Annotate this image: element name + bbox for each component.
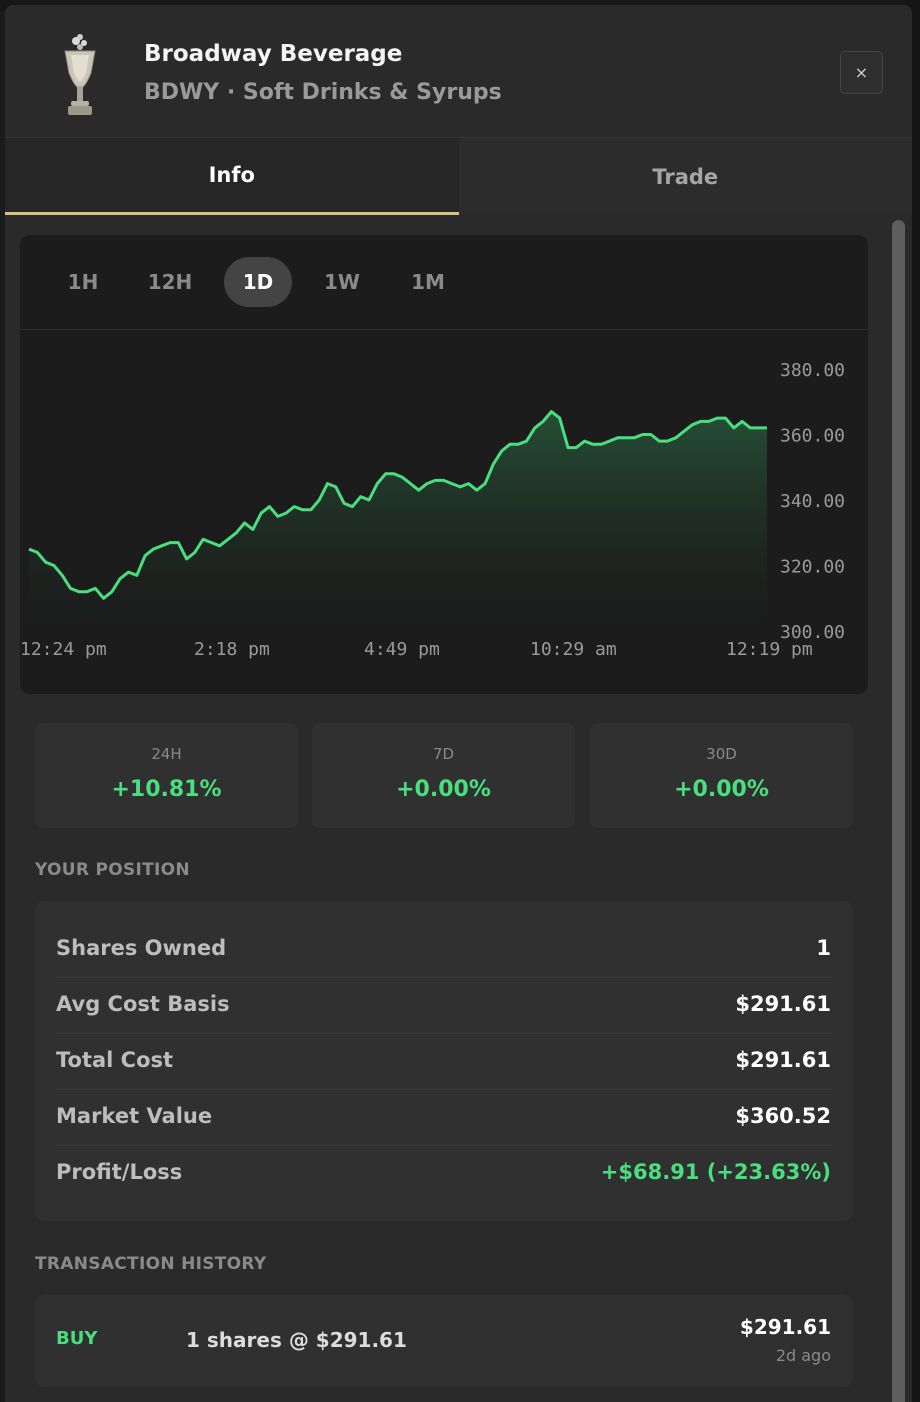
price-line: [28, 410, 767, 600]
range-1w-button[interactable]: 1W: [324, 270, 360, 294]
row-label: Market Value: [56, 1104, 213, 1128]
transaction-item: BUY 1 shares @ $291.61 $291.61 2d ago: [35, 1295, 853, 1387]
transactions-section-title: TRANSACTION HISTORY: [35, 1254, 267, 1274]
tab-trade[interactable]: Trade: [458, 138, 912, 215]
transaction-time: 2d ago: [775, 1346, 831, 1365]
row-value: $360.52: [735, 1104, 831, 1128]
position-card: Shares Owned 1 Avg Cost Basis $291.61 To…: [35, 901, 853, 1221]
position-row-profit-loss: Profit/Loss +$68.91 (+23.63%): [56, 1146, 831, 1202]
position-section-title: YOUR POSITION: [35, 860, 190, 880]
stat-label: 30D: [706, 745, 737, 763]
tab-bar: Info Trade: [5, 138, 912, 215]
row-value: 1: [816, 936, 831, 960]
range-1h-button[interactable]: 1H: [67, 270, 99, 294]
x-tick-label: 4:49 pm: [364, 639, 440, 660]
position-row-market-value: Market Value $360.52: [56, 1090, 831, 1146]
price-area-fill: [29, 411, 767, 631]
y-tick-label: 340.00: [780, 491, 845, 512]
stat-30d: 30D +0.00%: [590, 723, 853, 828]
transaction-type: BUY: [56, 1328, 98, 1349]
row-label: Profit/Loss: [56, 1160, 183, 1184]
y-tick-label: 380.00: [780, 360, 845, 381]
close-icon: ×: [854, 63, 869, 82]
position-row-avg-cost: Avg Cost Basis $291.61: [56, 978, 831, 1034]
y-tick-label: 360.00: [780, 426, 845, 447]
row-value: $291.61: [735, 1048, 831, 1072]
position-row-shares: Shares Owned 1: [56, 922, 831, 978]
stat-24h: 24H +10.81%: [35, 723, 298, 828]
stat-label: 7D: [432, 745, 455, 763]
info-panel: 1H 12H 1D 1W 1M 380.00 360.00 340.00 320.00…: [5, 216, 912, 1402]
row-value: +$68.91 (+23.63%): [600, 1160, 831, 1184]
price-chart-card: 1H 12H 1D 1W 1M 380.00 360.00 340.00 320.00…: [20, 235, 868, 694]
stock-detail-modal: Broadway Beverage BDWY · Soft Drinks & S…: [5, 5, 912, 1402]
price-chart: 380.00 360.00 340.00 320.00 300.00 12:24 pm 2…: [20, 360, 845, 660]
x-tick-label: 2:18 pm: [194, 639, 270, 660]
time-range-selector: 1H 12H 1D 1W 1M: [20, 235, 868, 330]
row-label: Total Cost: [56, 1048, 174, 1072]
range-1d-button[interactable]: 1D: [224, 257, 292, 307]
range-12h-button[interactable]: 12H: [147, 270, 193, 294]
stat-value: +10.81%: [111, 777, 222, 802]
trophy-logo-icon: [64, 34, 96, 115]
stock-name: Broadway Beverage: [144, 41, 403, 67]
stock-ticker-sector: BDWY · Soft Drinks & Syrups: [144, 80, 502, 105]
x-tick-label: 12:19 pm: [726, 639, 813, 660]
modal-header: Broadway Beverage BDWY · Soft Drinks & S…: [5, 5, 912, 138]
position-row-total-cost: Total Cost $291.61: [56, 1034, 831, 1090]
stat-value: +0.00%: [396, 777, 491, 802]
x-tick-label: 12:24 pm: [20, 639, 107, 660]
scrollbar-thumb[interactable]: [892, 220, 905, 1402]
stat-value: +0.00%: [674, 777, 769, 802]
tab-info[interactable]: Info: [5, 138, 459, 215]
stat-7d: 7D +0.00%: [312, 723, 575, 828]
transaction-amount: $291.61: [739, 1315, 831, 1339]
row-label: Shares Owned: [56, 936, 227, 960]
range-1m-button[interactable]: 1M: [411, 270, 445, 294]
stat-label: 24H: [151, 745, 182, 763]
close-button[interactable]: ×: [840, 51, 883, 94]
y-tick-label: 300.00: [780, 622, 845, 643]
x-tick-label: 10:29 am: [530, 639, 617, 660]
y-tick-label: 320.00: [780, 557, 845, 578]
row-value: $291.61: [735, 992, 831, 1016]
row-label: Avg Cost Basis: [56, 992, 230, 1016]
transaction-description: 1 shares @ $291.61: [186, 1328, 407, 1352]
